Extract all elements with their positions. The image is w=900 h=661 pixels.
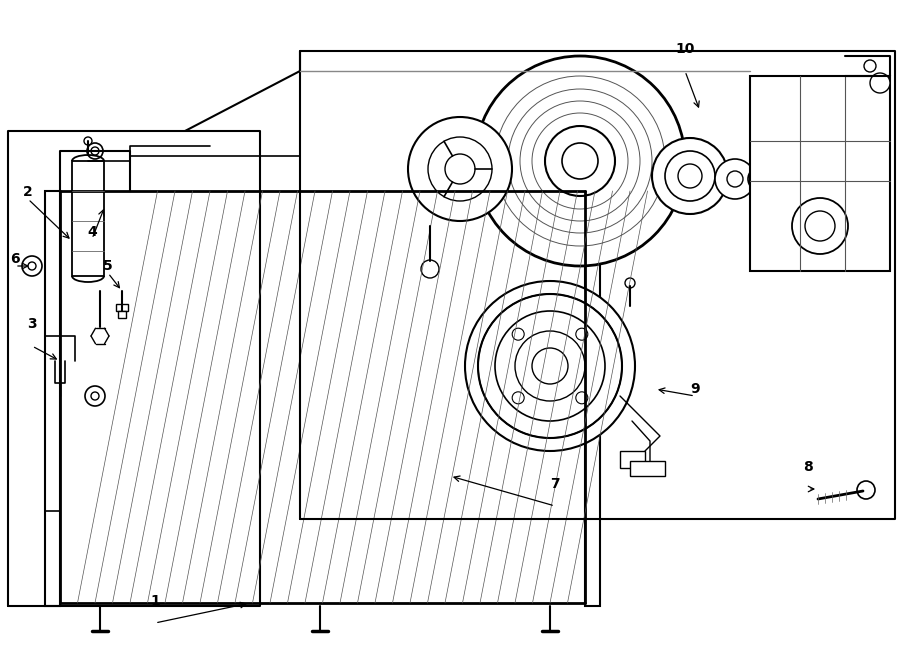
Circle shape (576, 328, 588, 340)
Text: 2: 2 (23, 185, 33, 199)
Circle shape (91, 147, 99, 155)
Text: 5: 5 (104, 259, 112, 273)
Circle shape (478, 294, 622, 438)
Text: 9: 9 (690, 382, 700, 396)
Circle shape (512, 392, 524, 404)
Circle shape (22, 256, 42, 276)
Circle shape (727, 171, 743, 187)
Bar (630, 461, 665, 476)
Circle shape (28, 262, 36, 270)
Polygon shape (750, 76, 890, 271)
Circle shape (792, 198, 848, 254)
Text: 10: 10 (675, 42, 695, 56)
Circle shape (870, 73, 890, 93)
Bar (585, 191, 600, 606)
Circle shape (428, 137, 492, 201)
Circle shape (755, 174, 765, 184)
Circle shape (715, 159, 755, 199)
Circle shape (85, 386, 105, 406)
Circle shape (857, 481, 875, 499)
Circle shape (421, 260, 439, 278)
Circle shape (408, 117, 512, 221)
Circle shape (475, 56, 685, 266)
Text: 8: 8 (803, 460, 813, 474)
Text: 3: 3 (27, 317, 37, 331)
Circle shape (665, 151, 715, 201)
Circle shape (625, 278, 635, 288)
Circle shape (515, 331, 585, 401)
Text: 1: 1 (150, 594, 160, 608)
Circle shape (678, 164, 702, 188)
Bar (118, 311, 126, 318)
Circle shape (91, 392, 99, 400)
Circle shape (495, 311, 605, 421)
Circle shape (562, 143, 598, 179)
Bar (620, 451, 645, 468)
Bar (72, 161, 104, 276)
Circle shape (652, 138, 728, 214)
Text: 7: 7 (550, 477, 560, 491)
Circle shape (748, 167, 772, 191)
Bar (45, 191, 60, 606)
Bar (116, 304, 128, 311)
Text: 6: 6 (10, 252, 20, 266)
Circle shape (512, 328, 524, 340)
Circle shape (445, 154, 475, 184)
Circle shape (864, 60, 876, 72)
Circle shape (84, 137, 92, 145)
Text: 4: 4 (87, 225, 97, 239)
Circle shape (87, 143, 103, 159)
Circle shape (545, 126, 615, 196)
Circle shape (576, 392, 588, 404)
Circle shape (805, 211, 835, 241)
Circle shape (465, 281, 635, 451)
Circle shape (532, 348, 568, 384)
